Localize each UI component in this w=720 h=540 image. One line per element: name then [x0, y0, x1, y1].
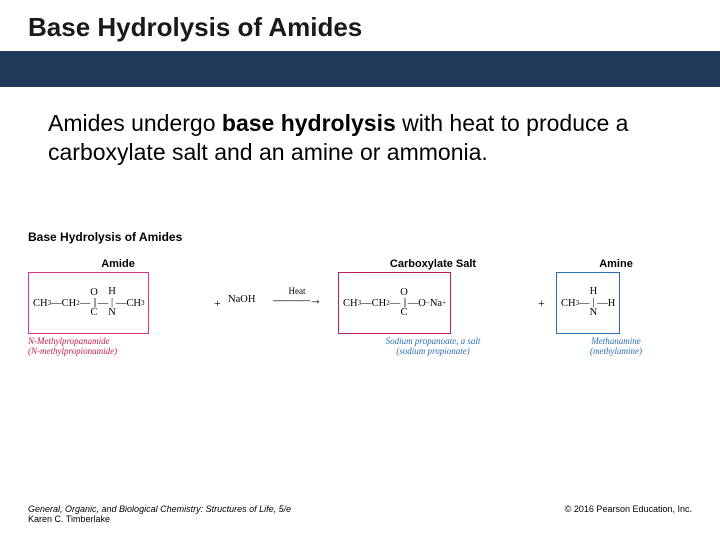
amine-box: CH3—H|N—H [556, 272, 620, 334]
amine-block: Amine CH3—H|N—H Methanamine (methylamine… [556, 258, 676, 356]
salt-box: CH3—CH2—O||C—O− Na+ [338, 272, 451, 334]
amine-label: Amine [556, 258, 676, 270]
salt-name: Sodium propanoate, a salt (sodium propio… [338, 336, 528, 356]
reaction-arrow: Heat ———→ [273, 286, 321, 306]
body-text: Amides undergo base hydrolysis with heat… [0, 87, 720, 167]
plus-1: + [214, 296, 221, 311]
title-bar [0, 51, 720, 87]
footer-book: General, Organic, and Biological Chemist… [28, 504, 291, 514]
diagram-heading: Base Hydrolysis of Amides [28, 230, 692, 244]
slide: Base Hydrolysis of Amides Amides undergo… [0, 0, 720, 540]
arrow-icon: ———→ [273, 292, 321, 307]
amine-formula: CH3—H|N—H [561, 275, 615, 331]
slide-title: Base Hydrolysis of Amides [0, 0, 720, 51]
reaction-row: Amide CH3—CH2—O||C—H|N—CH3 N-Methylpropa… [28, 258, 692, 368]
carbonyl-icon: O||C [90, 288, 98, 319]
footer-left: General, Organic, and Biological Chemist… [28, 504, 291, 524]
amide-box: CH3—CH2—O||C—H|N—CH3 [28, 272, 149, 334]
salt-block: Carboxylate Salt CH3—CH2—O||C—O− Na+ Sod… [338, 258, 528, 356]
amide-formula: CH3—CH2—O||C—H|N—CH3 [33, 275, 144, 331]
reaction-diagram: Base Hydrolysis of Amides Amide CH3—CH2—… [28, 230, 692, 368]
body-pre: Amides undergo [48, 110, 222, 136]
footer-copyright: © 2016 Pearson Education, Inc. [565, 504, 692, 524]
salt-formula: CH3—CH2—O||C—O− Na+ [343, 275, 446, 331]
salt-label: Carboxylate Salt [338, 258, 528, 270]
reagent: NaOH [228, 294, 255, 305]
amide-name: N-Methylpropanamide (N-methylpropionamid… [28, 336, 208, 356]
footer: General, Organic, and Biological Chemist… [28, 504, 692, 524]
footer-author: Karen C. Timberlake [28, 514, 291, 524]
carbonyl-icon: O||C [400, 288, 408, 319]
amide-label: Amide [28, 258, 208, 270]
body-bold: base hydrolysis [222, 110, 396, 136]
nh-icon: H|N [108, 287, 116, 319]
plus-2: + [538, 296, 545, 311]
amide-block: Amide CH3—CH2—O||C—H|N—CH3 N-Methylpropa… [28, 258, 208, 356]
amine-name: Methanamine (methylamine) [556, 336, 676, 356]
